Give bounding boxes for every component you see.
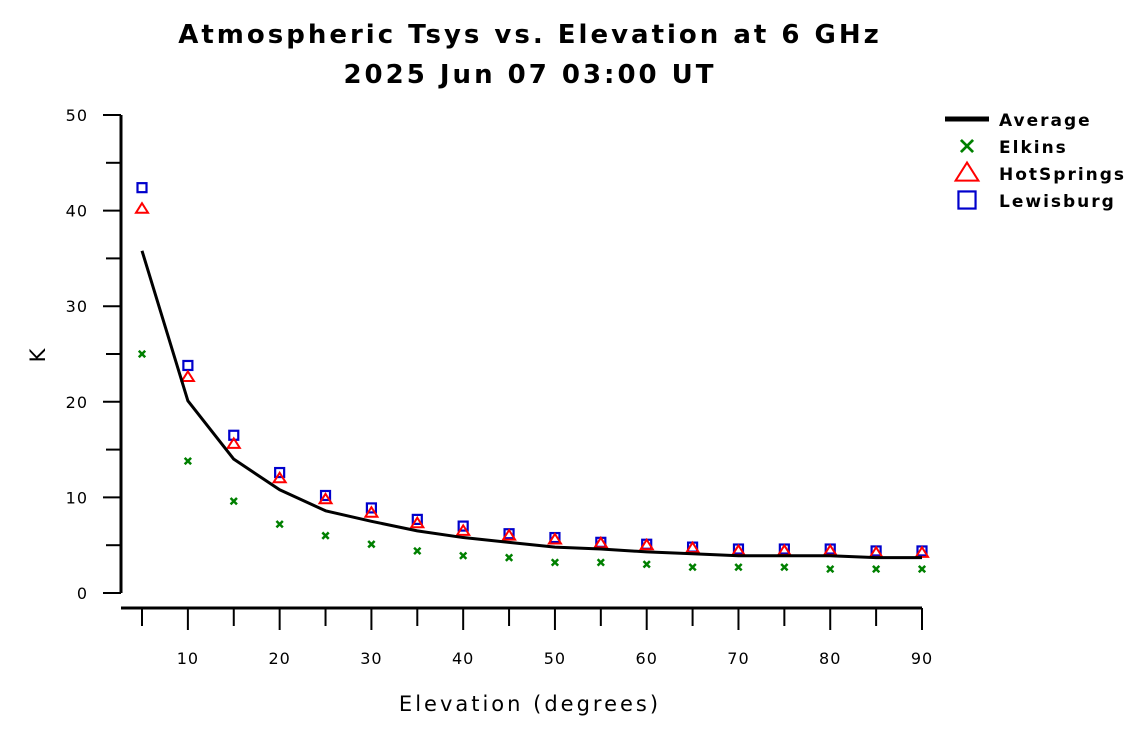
x-axis-label: Elevation (degrees) (399, 692, 661, 716)
elkins-point (688, 563, 697, 572)
x-marker-stroke (229, 497, 238, 506)
elkins-point (550, 558, 560, 567)
y-tick-label: 20 (66, 393, 88, 412)
series-lewisburg (136, 182, 928, 557)
hotsprings-point (501, 528, 517, 541)
elkins-point (275, 520, 284, 529)
x-tick-label: 60 (636, 649, 658, 668)
x-marker-stroke (780, 563, 789, 572)
elkins-point (642, 560, 651, 569)
hotsprings-point (455, 523, 471, 536)
elkins-point (504, 553, 514, 562)
x-marker-stroke (826, 565, 835, 574)
x-marker-stroke (917, 565, 927, 574)
hotsprings-point (134, 201, 150, 214)
elkins-point (596, 558, 605, 567)
legend-label: Lewisburg (999, 192, 1116, 212)
x-marker-stroke (504, 553, 514, 562)
elkins-point (459, 551, 468, 560)
elkins-point (183, 456, 192, 466)
hotsprings-point (638, 537, 655, 551)
x-marker-stroke (137, 349, 147, 359)
hotsprings-point (271, 470, 288, 484)
chart-title: Atmospheric Tsys vs. Elevation at 6 GHz (178, 20, 882, 50)
series-elkins (137, 349, 927, 574)
y-tick-label: 50 (66, 106, 88, 125)
axes: 0 10 20 30 40 50 10 20 30 40 50 60 70 80 90 (66, 106, 933, 668)
elkins-point (321, 531, 330, 540)
legend-triangle-swatch (953, 160, 981, 182)
series-average (140, 250, 922, 560)
hotsprings-point (317, 491, 334, 505)
x-tick-label: 50 (544, 649, 566, 668)
x-tick-label: 70 (727, 649, 749, 668)
hotsprings-point (363, 505, 380, 518)
hotsprings-point (684, 540, 701, 554)
lewisburg-point (274, 466, 286, 479)
y-tick-label: 0 (77, 584, 88, 603)
x-marker-stroke (275, 520, 284, 529)
lewisburg-point (136, 182, 148, 194)
elkins-point (137, 349, 147, 359)
lewisburg-point (182, 359, 194, 372)
legend-item-elkins: Elkins (959, 138, 1068, 158)
x-marker-stroke (413, 546, 422, 556)
elkins-point (826, 565, 835, 574)
series-layer (134, 182, 930, 574)
legend-label: Elkins (999, 138, 1068, 158)
hotsprings-point (593, 535, 609, 549)
x-marker-stroke (459, 551, 468, 560)
hotsprings-point (180, 369, 196, 382)
x-marker-stroke (959, 138, 975, 154)
y-tick-label: 40 (66, 202, 88, 221)
y-tick-label: 30 (66, 297, 88, 316)
x-marker-stroke (183, 456, 192, 466)
average-line (140, 250, 922, 560)
x-tick-label: 20 (268, 649, 290, 668)
x-marker-stroke (550, 558, 560, 567)
hotsprings-point (547, 532, 563, 545)
y-axis-label: K (26, 346, 50, 363)
lewisburg-point (365, 502, 378, 514)
x-tick-label: 30 (360, 649, 382, 668)
legend-x-swatch (959, 138, 975, 154)
legend: Average Elkins HotSprings Lewisburg (945, 111, 1125, 212)
elkins-point (780, 563, 789, 572)
x-tick-label: 10 (177, 649, 199, 668)
legend-item-lewisburg: Lewisburg (957, 190, 1116, 212)
x-marker-stroke (596, 558, 605, 567)
lewisburg-point (319, 489, 332, 502)
elkins-point (413, 546, 422, 556)
elkins-point (917, 565, 927, 574)
legend-label: HotSprings (999, 165, 1125, 185)
lewisburg-point (457, 520, 469, 532)
elkins-point (229, 497, 238, 506)
x-marker-stroke (688, 563, 697, 572)
x-tick-label: 80 (819, 649, 841, 668)
legend-item-average: Average (945, 111, 1092, 131)
hotsprings-point (409, 515, 426, 529)
series-hotsprings (134, 201, 930, 558)
x-marker-stroke (734, 563, 743, 572)
x-tick-label: 40 (452, 649, 474, 668)
lewisburg-point (411, 513, 423, 525)
legend-label: Average (999, 111, 1092, 131)
x-marker-stroke (321, 531, 330, 540)
legend-item-hotsprings: HotSprings (953, 160, 1125, 185)
x-marker-stroke (872, 565, 881, 574)
x-marker-stroke (367, 540, 376, 549)
elkins-point (872, 565, 881, 574)
hotsprings-point (225, 436, 242, 449)
y-tick-label: 10 (66, 488, 88, 507)
chart-subtitle: 2025 Jun 07 03:00 UT (343, 60, 716, 90)
x-tick-label: 90 (911, 649, 933, 668)
legend-square-swatch (957, 190, 977, 210)
x-marker-stroke (642, 560, 651, 569)
elkins-point (367, 540, 376, 549)
elkins-point (734, 563, 743, 572)
